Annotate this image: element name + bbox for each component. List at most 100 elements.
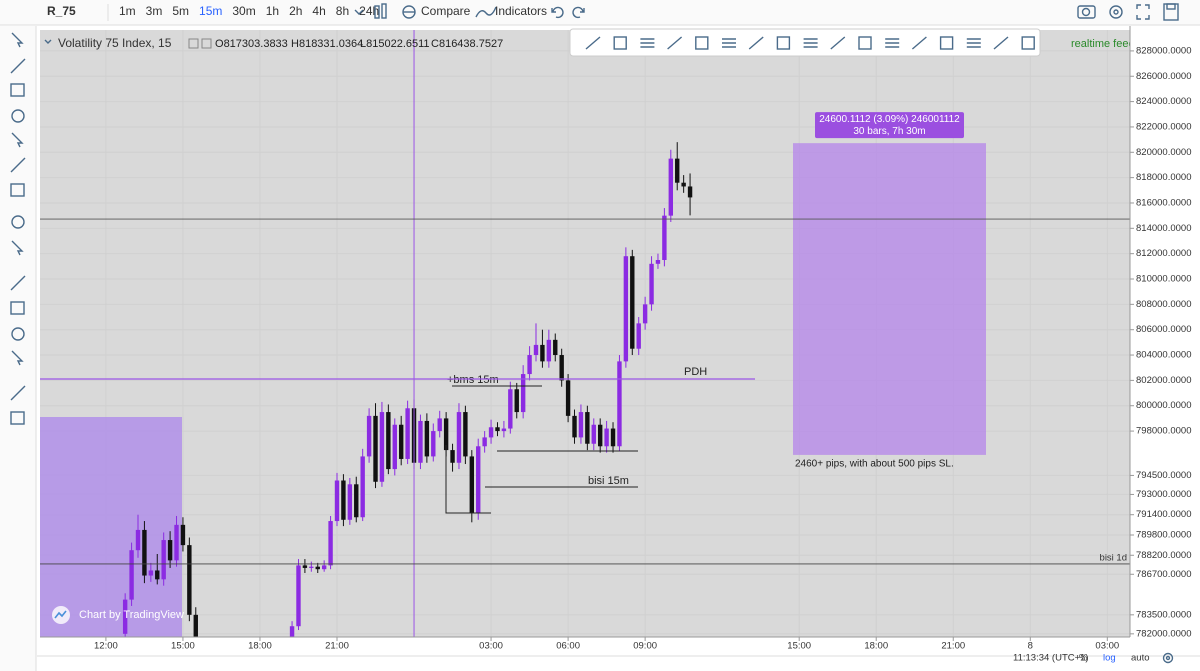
tool-button[interactable] (803, 38, 818, 48)
snapshot-button[interactable] (1077, 5, 1096, 19)
y-tick-label: 814000.0000 (1136, 223, 1191, 234)
collapse-legend[interactable] (44, 39, 52, 44)
tool-icon (10, 301, 25, 315)
tool-icon (10, 411, 25, 425)
indicators-icon[interactable] (475, 6, 497, 18)
tool-button[interactable] (776, 36, 791, 50)
tool-button[interactable] (858, 36, 872, 50)
tool-button[interactable] (585, 36, 601, 50)
tool-button[interactable] (911, 36, 927, 50)
legend-button[interactable] (188, 38, 199, 49)
tool-icon (11, 327, 25, 341)
chart-type-button[interactable] (374, 3, 387, 19)
tool-button[interactable] (10, 83, 25, 97)
x-tick-label: 18:00 (248, 641, 272, 652)
tool-button[interactable] (748, 36, 764, 50)
auto-toggle[interactable]: auto (1131, 653, 1150, 664)
tool-button[interactable] (722, 38, 736, 48)
candle-body (604, 428, 609, 447)
tool-button[interactable] (966, 38, 981, 48)
tool-button[interactable] (613, 36, 627, 50)
more-intervals[interactable] (354, 9, 364, 15)
candle-body (520, 374, 526, 413)
interval-button[interactable]: 5m (172, 4, 189, 18)
tool-button[interactable] (10, 411, 25, 425)
redo[interactable] (572, 6, 585, 19)
candle-body (315, 566, 320, 570)
compare-label[interactable]: Compare (421, 4, 471, 18)
y-tick-label: 804000.0000 (1136, 350, 1191, 361)
undo[interactable] (551, 6, 564, 19)
tool-button[interactable] (667, 36, 683, 50)
tool-button[interactable] (11, 350, 24, 366)
tool-button[interactable] (10, 183, 25, 197)
bisi-label: bisi 15m (588, 475, 629, 487)
tool-button[interactable] (11, 240, 24, 256)
candle-body (296, 565, 301, 627)
percent-toggle[interactable]: % (1079, 653, 1088, 664)
tool-icon (10, 385, 26, 401)
candle-body (148, 570, 154, 576)
field-label: H (291, 38, 299, 50)
candle-body (328, 521, 333, 566)
save-button[interactable] (1163, 3, 1179, 21)
tool-button[interactable] (1021, 36, 1035, 50)
candle-body (379, 412, 385, 482)
interval-button[interactable]: 1m (119, 4, 136, 18)
tool-button[interactable] (11, 132, 24, 148)
tool-button[interactable] (993, 36, 1009, 50)
candle-body (334, 480, 340, 522)
tool-button[interactable] (10, 301, 25, 315)
interval-button[interactable]: 24h (359, 4, 379, 18)
settings-button[interactable] (1109, 5, 1123, 19)
tool-button[interactable] (830, 36, 846, 50)
y-tick-label: 794500.0000 (1136, 470, 1191, 481)
tool-button[interactable] (10, 385, 26, 401)
tool-button[interactable] (11, 32, 24, 48)
log-toggle[interactable]: log (1103, 653, 1116, 664)
tool-icon (776, 36, 791, 50)
tool-button[interactable] (640, 38, 655, 48)
tool-icon (11, 350, 24, 366)
candle-body (578, 412, 584, 438)
tool-button[interactable] (11, 109, 25, 123)
candle-body (386, 412, 391, 470)
tool-button[interactable] (885, 38, 900, 48)
interval-button[interactable]: 15m (199, 4, 222, 18)
tool-button[interactable] (695, 36, 709, 50)
interval-button[interactable]: 4h (312, 4, 325, 18)
tool-button[interactable] (10, 157, 26, 173)
compare-button[interactable] (402, 5, 416, 19)
tool-button[interactable] (10, 58, 26, 74)
symbol[interactable]: R_75 (47, 4, 76, 18)
tool-button[interactable] (11, 327, 25, 341)
interval-button[interactable]: 30m (232, 4, 255, 18)
candle-body (668, 158, 674, 216)
pdh-label: PDH (684, 366, 707, 378)
measure-label-box (815, 112, 964, 139)
x-tick-label: 18:00 (864, 641, 888, 652)
tool-icon (993, 36, 1009, 50)
tool-button[interactable] (939, 36, 954, 50)
indicators-label[interactable]: Indicators (495, 4, 547, 18)
y-tick-label: 824000.0000 (1136, 96, 1191, 107)
candle-body (655, 260, 661, 264)
clock: 11:13:34 (UTC+1) (1013, 653, 1089, 664)
tool-button[interactable] (11, 215, 25, 229)
interval-button[interactable]: 2h (289, 4, 302, 18)
fullscreen-button[interactable] (1136, 4, 1150, 20)
interval-button[interactable]: 3m (146, 4, 163, 18)
axis-settings[interactable] (1162, 652, 1174, 664)
interval-button[interactable]: 8h (336, 4, 349, 18)
candle-body (193, 614, 198, 637)
legend-button[interactable] (201, 38, 212, 49)
candle-body (597, 424, 603, 447)
tool-icon (966, 38, 981, 48)
tool-button[interactable] (10, 275, 26, 291)
candle-body (366, 415, 372, 457)
field-value: 815022.6511 (366, 38, 429, 50)
candle-body (129, 550, 134, 600)
candle-body (514, 389, 519, 413)
candle-body (488, 427, 494, 438)
interval-button[interactable]: 1h (266, 4, 279, 18)
